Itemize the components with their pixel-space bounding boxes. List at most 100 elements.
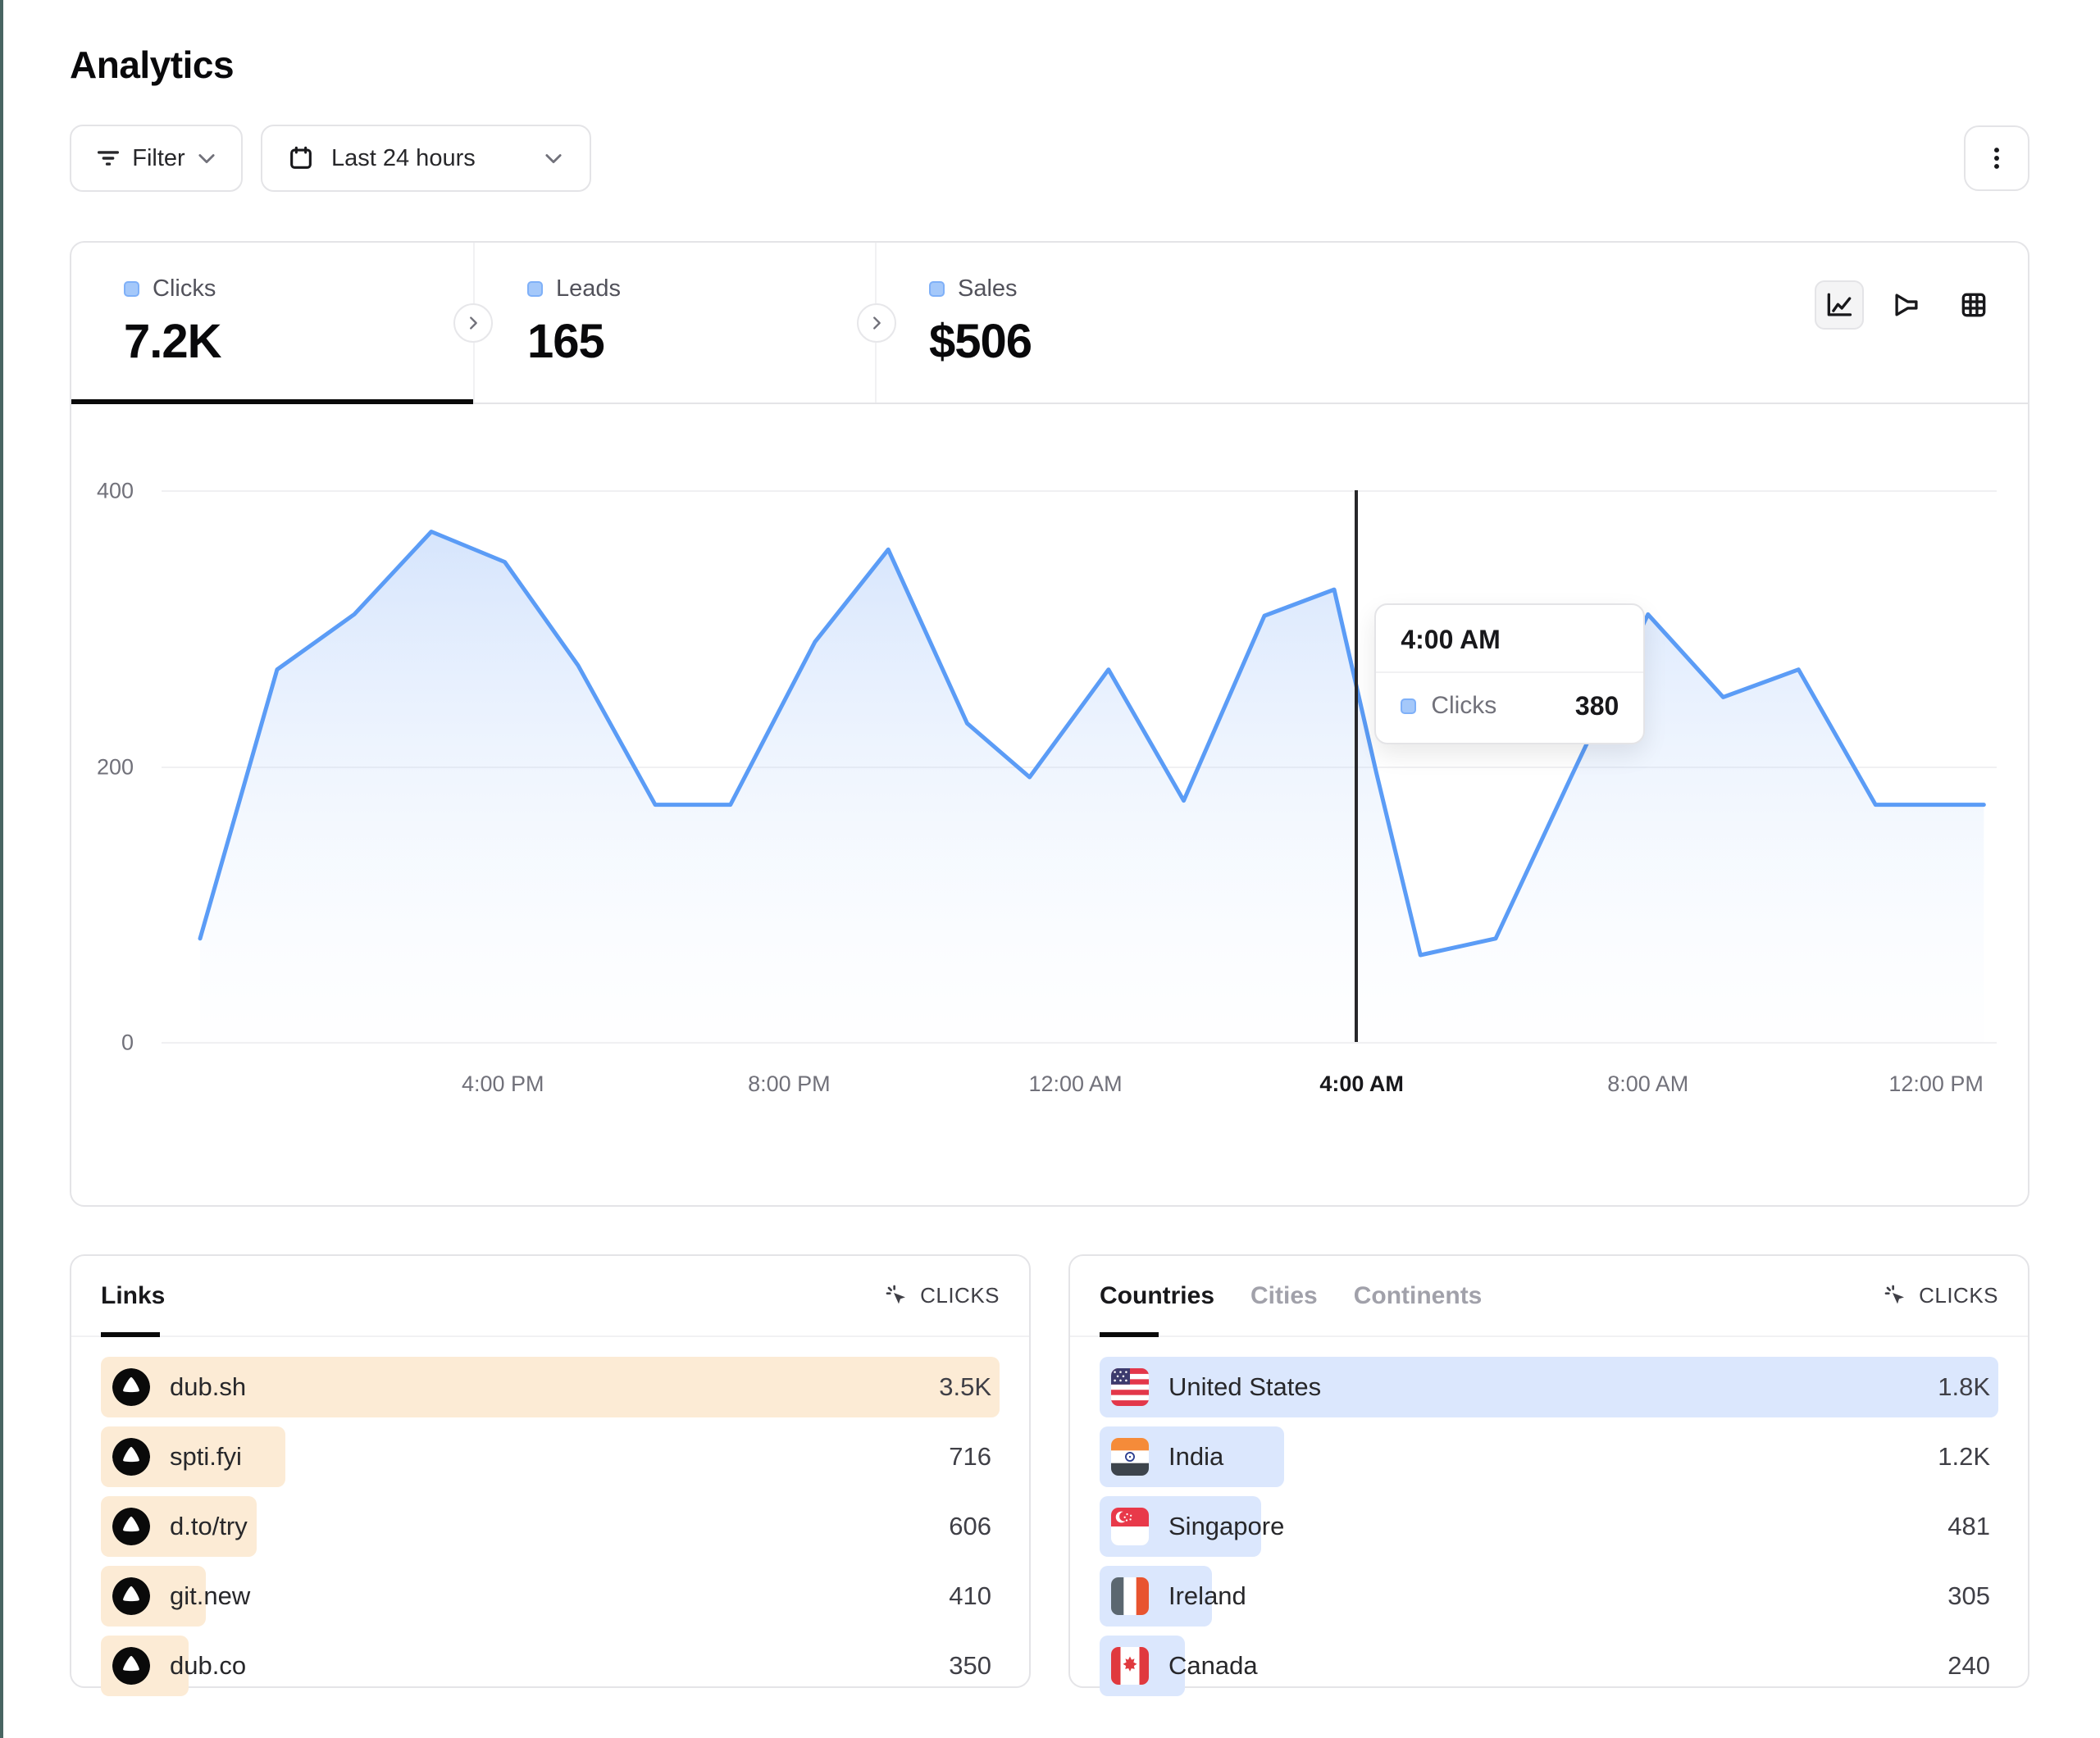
page-title: Analytics: [70, 43, 235, 86]
row-label: spti.fyi: [170, 1442, 242, 1471]
flag-sg-icon: [1111, 1508, 1149, 1545]
kebab-menu-icon: [1983, 144, 2011, 172]
line-chart-icon: [1824, 289, 1855, 321]
date-range-label: Last 24 hours: [331, 144, 476, 171]
calendar-icon: [287, 144, 315, 172]
sales-tab-value: $506: [929, 315, 1032, 368]
chevron-right-icon: [868, 314, 886, 332]
row-value: 350: [949, 1651, 991, 1680]
leads-tab-value: 165: [527, 315, 605, 368]
clicks-tab-value: 7.2K: [124, 315, 222, 368]
tab-sales[interactable]: Sales $506: [875, 243, 1277, 403]
tab-continents[interactable]: Continents: [1353, 1281, 1483, 1309]
tab-links[interactable]: Links: [101, 1256, 165, 1337]
clicks-tab-label: Clicks: [153, 275, 216, 302]
dub-logo-icon: [112, 1508, 150, 1545]
flag-ca-icon: [1111, 1647, 1149, 1685]
link-row[interactable]: d.to/try 606: [101, 1496, 1000, 1557]
tab-leads[interactable]: Leads 165: [473, 243, 875, 403]
row-value: 716: [949, 1442, 991, 1471]
chart-view-toggles: [1815, 280, 1998, 330]
country-row[interactable]: Singapore 481: [1100, 1496, 1998, 1557]
row-label: d.to/try: [170, 1512, 248, 1540]
filter-button[interactable]: Filter: [70, 125, 243, 192]
dub-logo-icon: [112, 1438, 150, 1476]
clicks-area-series: [162, 490, 1997, 1042]
links-metric-label: CLICKS: [920, 1283, 1000, 1308]
row-value: 305: [1947, 1581, 1990, 1610]
leads-legend-swatch: [527, 281, 543, 297]
flag-us-icon: [1111, 1368, 1149, 1406]
value-bar: [1100, 1357, 1998, 1417]
country-row[interactable]: India 1.2K: [1100, 1426, 1998, 1487]
link-row[interactable]: git.new 410: [101, 1566, 1000, 1627]
date-range-button[interactable]: Last 24 hours: [261, 125, 591, 192]
analytics-chart-card: Clicks 7.2K Leads 165 Sales $: [70, 241, 2029, 1207]
dub-logo-icon: [112, 1647, 150, 1685]
geo-metric-label: CLICKS: [1919, 1283, 1998, 1308]
gridline-0: 0: [121, 1031, 1997, 1055]
grid-table-icon: [1958, 289, 1989, 321]
link-row[interactable]: spti.fyi 716: [101, 1426, 1000, 1487]
row-value: 410: [949, 1581, 991, 1610]
row-label: India: [1168, 1442, 1224, 1471]
x-axis-tick: 12:00 PM: [1888, 1071, 1984, 1096]
y-axis-tick: 0: [121, 1030, 134, 1055]
time-series-chart[interactable]: 400 200 0: [71, 404, 2028, 1203]
row-label: United States: [1168, 1372, 1322, 1401]
link-row[interactable]: dub.co 350: [101, 1636, 1000, 1696]
dub-logo-icon: [112, 1577, 150, 1615]
row-label: Ireland: [1168, 1581, 1246, 1610]
line-chart-view-button[interactable]: [1815, 280, 1864, 330]
chart-hover-line: [1354, 490, 1358, 1042]
funnel-view-button[interactable]: [1882, 280, 1931, 330]
row-value: 240: [1947, 1651, 1990, 1680]
table-view-button[interactable]: [1949, 280, 1998, 330]
x-axis-tick: 4:00 PM: [461, 1071, 544, 1096]
chevron-right-icon: [464, 314, 482, 332]
row-label: git.new: [170, 1581, 251, 1610]
expand-leads-sales-button[interactable]: [857, 303, 896, 343]
funnel-icon: [1891, 289, 1922, 321]
country-row[interactable]: United States 1.8K: [1100, 1357, 1998, 1417]
x-axis: 4:00 PM 8:00 PM 12:00 AM 4:00 AM 8:00 AM 12:0…: [162, 1071, 1997, 1104]
tab-clicks[interactable]: Clicks 7.2K: [71, 243, 473, 404]
row-label: dub.co: [170, 1651, 247, 1680]
tooltip-series-swatch: [1401, 698, 1417, 714]
row-label: Canada: [1168, 1651, 1258, 1680]
x-axis-tick: 8:00 PM: [748, 1071, 831, 1096]
x-axis-tick: 8:00 AM: [1607, 1071, 1689, 1096]
more-options-button[interactable]: [1964, 125, 2029, 191]
tab-cities[interactable]: Cities: [1250, 1281, 1318, 1309]
links-panel: Links CLICKS dub.sh 3.5K spti.fyi 716 d.to/t…: [70, 1254, 1031, 1696]
value-bar: [101, 1357, 1000, 1417]
country-row[interactable]: Ireland 305: [1100, 1566, 1998, 1627]
tab-countries[interactable]: Countries: [1100, 1256, 1214, 1337]
row-label: dub.sh: [170, 1372, 247, 1401]
country-row[interactable]: Canada 240: [1100, 1636, 1998, 1696]
clicks-legend-swatch: [124, 281, 139, 297]
chevron-down-icon: [542, 147, 565, 170]
row-value: 1.8K: [1938, 1372, 1990, 1401]
links-metric-selector[interactable]: CLICKS: [884, 1283, 1000, 1309]
link-row[interactable]: dub.sh 3.5K: [101, 1357, 1000, 1417]
y-axis-tick: 400: [96, 478, 134, 503]
expand-clicks-leads-button[interactable]: [453, 303, 493, 343]
tooltip-value: 380: [1574, 690, 1619, 721]
row-value: 606: [949, 1512, 991, 1540]
geo-metric-selector[interactable]: CLICKS: [1883, 1283, 1998, 1309]
cursor-click-icon: [884, 1283, 910, 1309]
flag-ie-icon: [1111, 1577, 1149, 1615]
x-axis-tick: 4:00 AM: [1319, 1071, 1404, 1096]
stats-tab-strip: Clicks 7.2K Leads 165 Sales $: [71, 243, 2028, 404]
chart-tooltip: 4:00 AM Clicks 380: [1374, 603, 1646, 744]
row-value: 3.5K: [939, 1372, 991, 1401]
tooltip-series-label: Clicks: [1431, 692, 1497, 720]
sales-tab-label: Sales: [958, 275, 1018, 302]
tooltip-time: 4:00 AM: [1376, 605, 1644, 673]
dub-logo-icon: [112, 1368, 150, 1406]
x-axis-tick: 12:00 AM: [1028, 1071, 1123, 1096]
leads-tab-label: Leads: [556, 275, 622, 302]
filter-button-label: Filter: [132, 144, 185, 171]
geo-panel: Countries Cities Continents CLICKS United …: [1068, 1254, 2029, 1696]
